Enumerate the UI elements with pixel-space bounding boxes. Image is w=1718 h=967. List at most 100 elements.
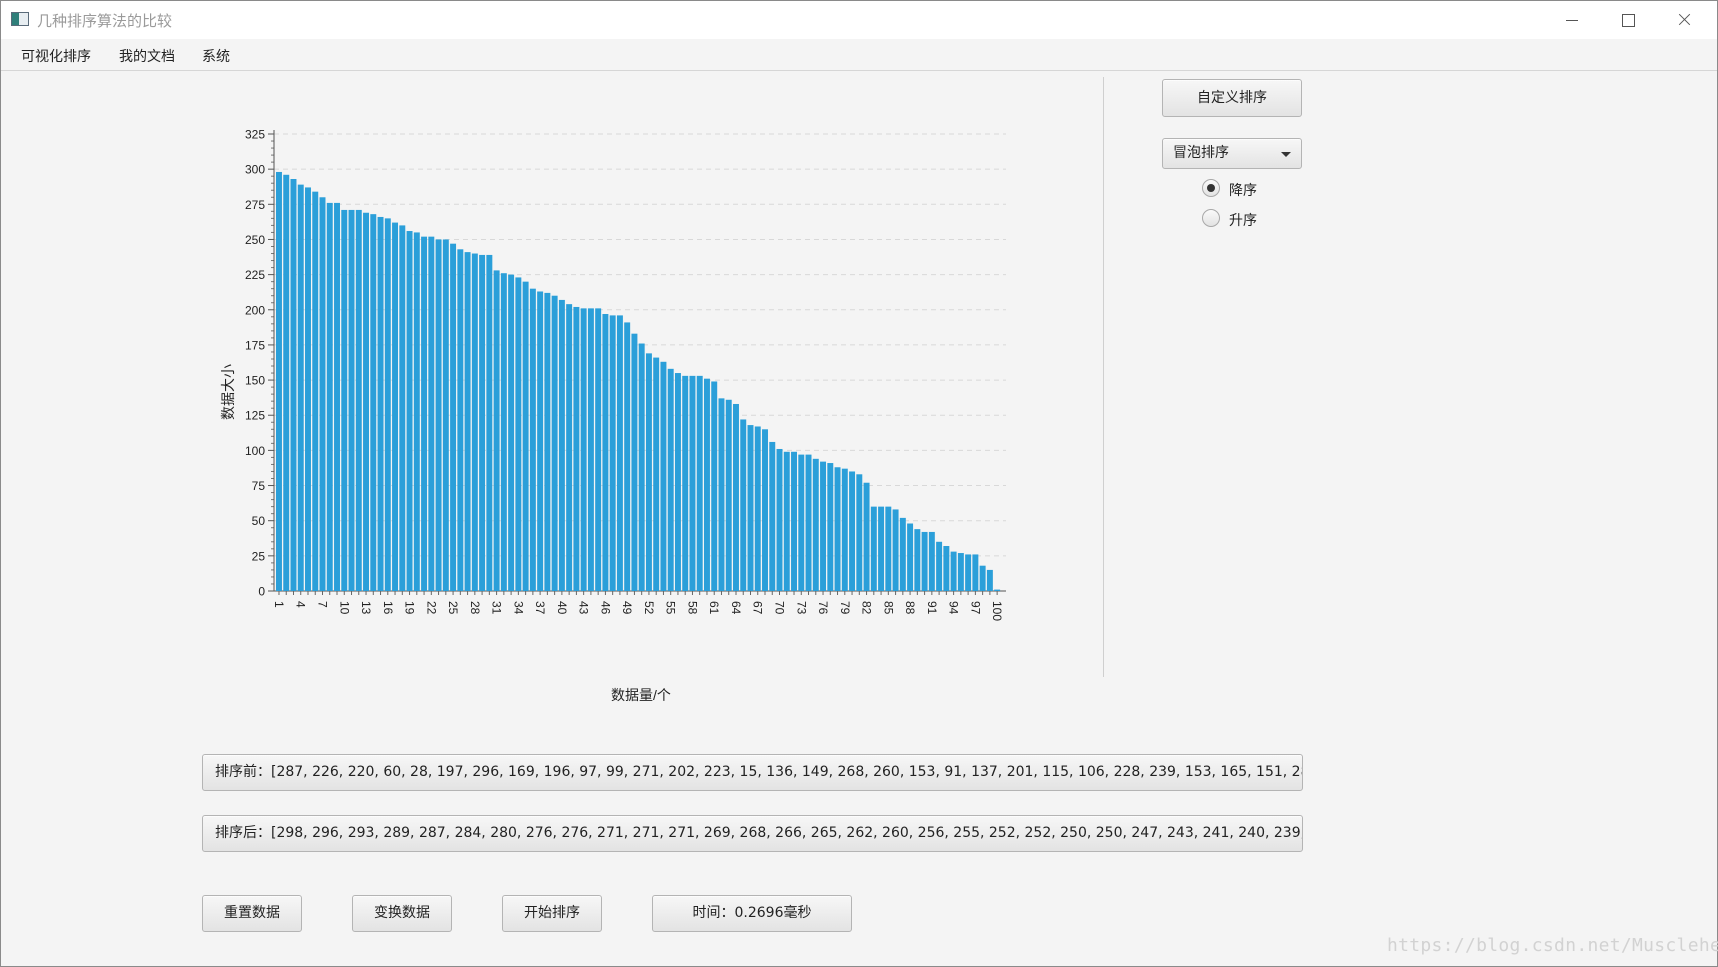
bar [899, 517, 906, 591]
bar [776, 448, 783, 591]
elapsed-time-label: 时间：0.2696毫秒 [652, 895, 852, 932]
y-tick-label: 200 [245, 303, 265, 317]
bar [994, 589, 1001, 591]
bar [907, 523, 914, 591]
radio-descending[interactable] [1202, 179, 1220, 197]
y-tick-label: 75 [252, 479, 266, 493]
bar [638, 343, 645, 591]
y-tick-label: 0 [258, 585, 265, 599]
bar [428, 236, 435, 591]
menu-bar: 可视化排序 我的文档 系统 [1, 39, 1717, 71]
bar [645, 353, 652, 591]
bar [392, 222, 399, 591]
y-tick-label: 300 [245, 163, 265, 177]
panel-divider [1103, 77, 1104, 677]
bar [319, 197, 326, 591]
app-icon [11, 12, 29, 26]
bar [798, 454, 805, 591]
custom-sort-button[interactable]: 自定义排序 [1162, 79, 1302, 117]
y-tick-label: 275 [245, 198, 265, 212]
bar [435, 239, 442, 591]
bar [689, 375, 696, 591]
bar [703, 378, 710, 591]
bar [377, 216, 384, 591]
bar [957, 553, 964, 591]
y-tick-label: 175 [245, 338, 265, 352]
bar [805, 454, 812, 591]
bar [986, 569, 993, 591]
bar [892, 509, 899, 591]
bar [747, 425, 754, 591]
y-tick-label: 25 [252, 549, 266, 563]
bar [305, 187, 311, 591]
bar [486, 254, 493, 591]
y-axis-label: 数据大小 [220, 364, 236, 420]
bar [885, 506, 892, 591]
bar [849, 471, 856, 591]
maximize-icon[interactable] [1600, 1, 1656, 39]
bar [312, 191, 319, 591]
algorithm-select[interactable]: 冒泡排序 [1162, 138, 1302, 169]
bar [537, 291, 544, 591]
x-tick-label: 100 [990, 601, 1004, 621]
bar [878, 506, 885, 591]
bar [326, 202, 333, 591]
bar [370, 214, 377, 592]
window-title: 几种排序算法的比较 [37, 12, 173, 30]
bar [965, 554, 972, 591]
bar [972, 554, 979, 591]
bar [950, 551, 957, 591]
bar [283, 174, 290, 592]
minimize-icon[interactable] [1544, 1, 1600, 39]
x-tick-label: 37 [533, 601, 547, 615]
bar [297, 184, 304, 592]
radio-ascending[interactable] [1202, 209, 1220, 227]
bar [587, 308, 594, 591]
bar [348, 209, 355, 591]
y-tick-label: 100 [245, 444, 265, 458]
x-tick-label: 4 [294, 601, 308, 608]
bar [616, 315, 623, 591]
x-tick-label: 28 [468, 601, 482, 615]
x-tick-label: 73 [794, 601, 808, 615]
close-icon[interactable] [1657, 1, 1713, 39]
x-tick-label: 22 [424, 601, 438, 615]
swap-data-button[interactable]: 变换数据 [352, 895, 452, 932]
x-tick-label: 46 [598, 601, 612, 615]
menu-my-documents[interactable]: 我的文档 [119, 49, 175, 65]
before-sort-field[interactable]: 排序前：[287, 226, 220, 60, 28, 197, 296, 16… [202, 754, 1303, 791]
bar [827, 463, 834, 591]
bar [566, 304, 573, 591]
bar [595, 308, 602, 591]
bar [558, 299, 565, 591]
x-tick-label: 7 [316, 601, 330, 608]
bar [740, 419, 747, 591]
bar [936, 541, 943, 591]
bar [276, 171, 282, 591]
y-tick-label: 225 [245, 268, 265, 282]
menu-visual-sort[interactable]: 可视化排序 [21, 49, 91, 65]
x-tick-label: 55 [664, 601, 678, 615]
x-tick-label: 34 [511, 601, 525, 615]
bar [653, 357, 660, 591]
bar [928, 531, 935, 591]
bar [820, 461, 827, 591]
start-sort-button[interactable]: 开始排序 [502, 895, 602, 932]
menu-system[interactable]: 系统 [202, 49, 230, 65]
bar [457, 249, 464, 591]
reset-data-button[interactable]: 重置数据 [202, 895, 302, 932]
bar [334, 202, 340, 591]
bar [791, 451, 797, 591]
y-tick-label: 250 [245, 233, 265, 247]
bar [834, 467, 841, 591]
bar [609, 315, 616, 591]
after-sort-field[interactable]: 排序后：[298, 296, 293, 289, 287, 284, 280, … [202, 815, 1303, 852]
y-tick-label: 125 [245, 409, 265, 423]
bar [421, 236, 428, 591]
x-tick-label: 43 [577, 601, 591, 615]
bar [479, 254, 486, 591]
bar [464, 252, 471, 591]
bar [363, 212, 370, 591]
algorithm-select-value: 冒泡排序 [1173, 145, 1229, 161]
